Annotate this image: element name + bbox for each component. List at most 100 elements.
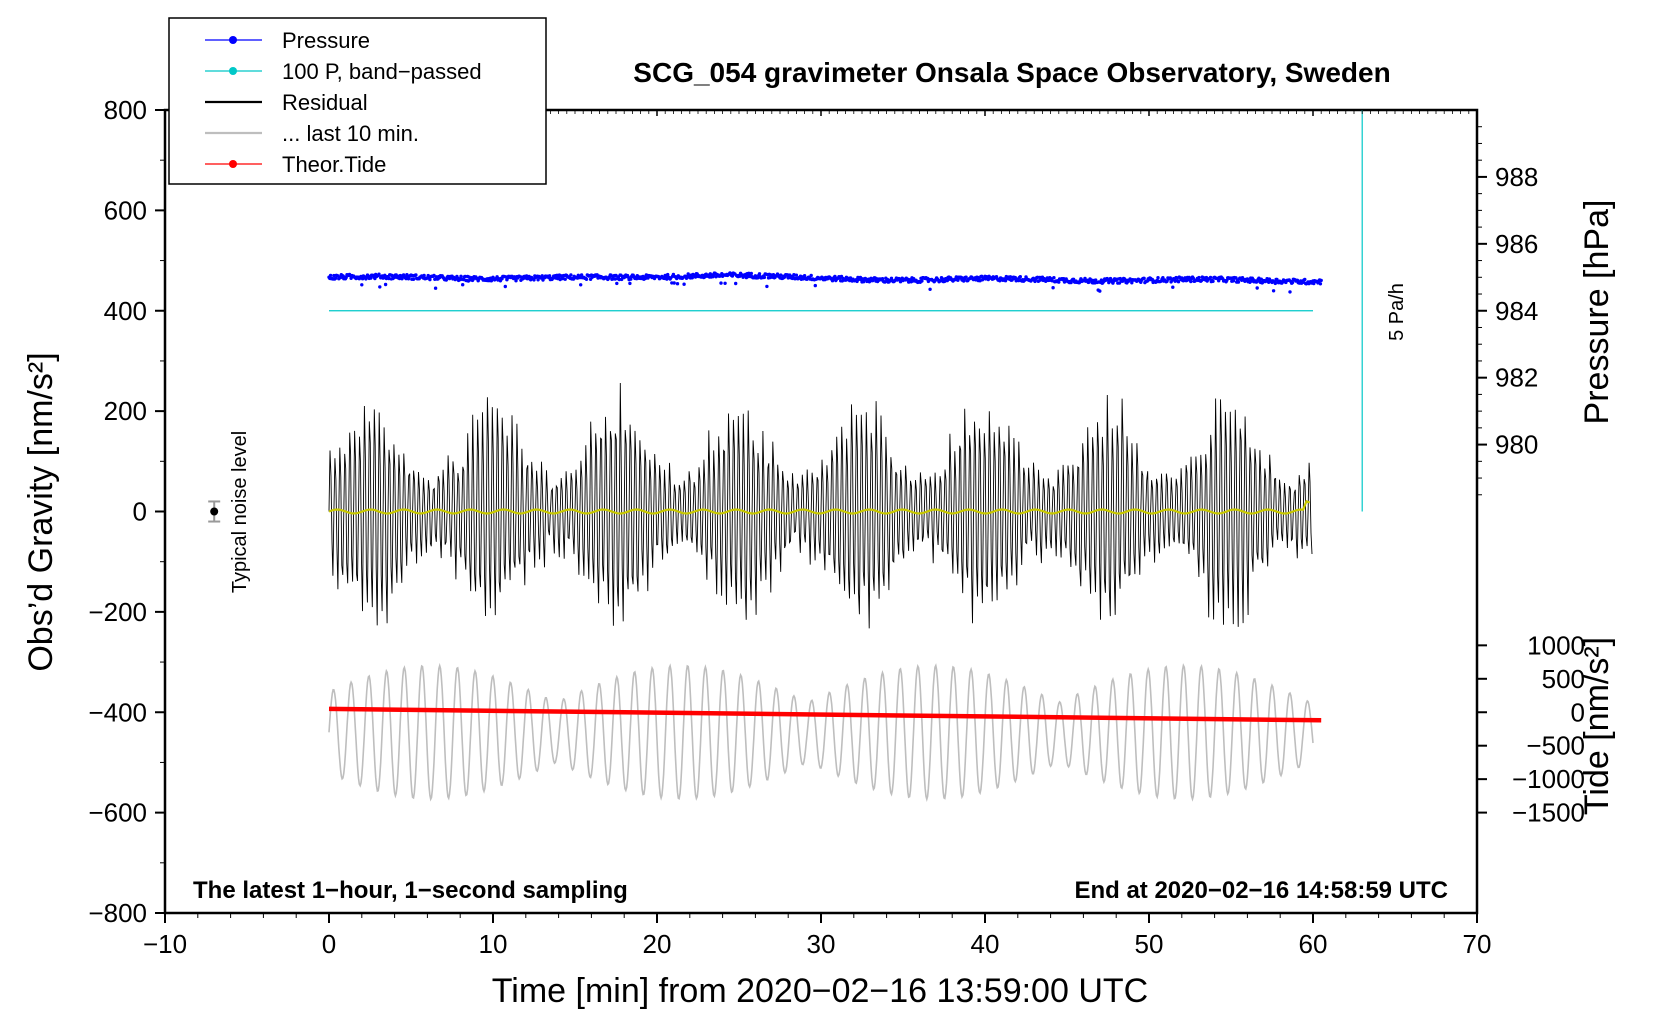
x-tick-label: 70 xyxy=(1463,929,1492,959)
pressure-point xyxy=(734,281,738,286)
pressure-point xyxy=(333,276,338,280)
pressure-point xyxy=(614,273,618,278)
pressure-point xyxy=(629,277,633,281)
pressure-point xyxy=(1057,280,1061,284)
pressure-point xyxy=(1071,277,1076,281)
pressure-point xyxy=(414,273,418,277)
pressure-point xyxy=(1211,279,1215,283)
y-tick-label: 200 xyxy=(104,396,147,426)
pressure-point xyxy=(536,278,540,282)
pressure-point xyxy=(675,276,679,281)
legend-label: Residual xyxy=(282,90,368,115)
pressure-point xyxy=(1288,290,1292,294)
footer-right: End at 2020−02−16 14:58:59 UTC xyxy=(1074,877,1448,904)
pressure-point xyxy=(802,274,807,278)
x-tick-label: −10 xyxy=(143,929,187,959)
pressure-point xyxy=(563,277,567,281)
pressure-tick-label: 980 xyxy=(1495,430,1538,460)
noise-point xyxy=(210,507,219,516)
pressure-point xyxy=(809,273,813,278)
pressure-point xyxy=(1051,286,1055,290)
y-axis-tide-title: Tide [nm/s²] xyxy=(1578,637,1616,815)
x-tick-label: 20 xyxy=(643,929,672,959)
pressure-point xyxy=(1117,281,1122,285)
noise-level-label: Typical noise level xyxy=(229,431,251,593)
pressure-point xyxy=(1156,276,1160,280)
legend-items: Pressure 100 P, band−passed Residual ... la… xyxy=(205,28,482,177)
pressure-tick-label: 986 xyxy=(1495,229,1538,259)
series-layer xyxy=(208,110,1363,803)
pressure-point xyxy=(1130,281,1134,285)
y-tick-label: 400 xyxy=(104,296,147,326)
pressure-point xyxy=(1189,279,1193,284)
x-axis: −10 0 10 20 30 40 50 60 70 xyxy=(143,110,1492,959)
pressure-point xyxy=(928,287,932,291)
pressure-point xyxy=(749,271,753,276)
rate-scale-label: 5 Pa/h xyxy=(1386,283,1408,341)
pressure-point xyxy=(1319,278,1323,283)
pressure-point xyxy=(1255,286,1259,290)
chart-title: SCG_054 gravimeter Onsala Space Observat… xyxy=(633,57,1390,88)
pressure-point xyxy=(328,273,333,278)
band-passed-line xyxy=(328,499,1311,515)
y-tick-label: 800 xyxy=(104,95,147,125)
pressure-point xyxy=(723,281,727,285)
pressure-point xyxy=(579,273,584,277)
pressure-point xyxy=(1234,276,1238,280)
pressure-point xyxy=(360,283,364,287)
x-tick-label: 10 xyxy=(479,929,508,959)
pressure-point xyxy=(1098,289,1102,293)
pressure-point xyxy=(1191,276,1196,280)
pressure-point xyxy=(615,281,619,286)
tide-tick-label: 1000 xyxy=(1527,630,1585,660)
y-axis-left-title: Obs’d Gravity [nm/s²] xyxy=(22,352,60,671)
pressure-point xyxy=(833,274,837,279)
pressure-point xyxy=(1016,278,1021,283)
pressure-point xyxy=(1231,279,1236,283)
pressure-point xyxy=(1171,285,1175,289)
legend-label: Pressure xyxy=(282,28,370,53)
y-tick-label: −600 xyxy=(88,798,147,828)
x-tick-label: 30 xyxy=(807,929,836,959)
tide-tick-label: 0 xyxy=(1571,697,1585,727)
pressure-point xyxy=(617,277,621,282)
pressure-point xyxy=(579,283,583,287)
pressure-point xyxy=(344,275,348,280)
pressure-point xyxy=(672,281,676,285)
legend-label: ... last 10 min. xyxy=(282,121,419,146)
pressure-point xyxy=(1290,280,1295,285)
pressure-point xyxy=(383,282,388,287)
pressure-point xyxy=(411,277,416,281)
y-axis-pressure: 980 982 984 986 988 xyxy=(1477,126,1538,496)
pressure-point xyxy=(670,281,674,285)
x-tick-label: 50 xyxy=(1135,929,1164,959)
pressure-point xyxy=(920,279,924,283)
pressure-point xyxy=(463,274,467,279)
tide-tick-label: −500 xyxy=(1526,731,1585,761)
x-tick-label: 0 xyxy=(322,929,336,959)
pressure-point xyxy=(813,283,817,288)
x-tick-label: 60 xyxy=(1299,929,1328,959)
y-tick-label: 600 xyxy=(104,195,147,225)
pressure-point xyxy=(628,281,632,286)
pressure-point xyxy=(428,277,432,282)
pressure-point xyxy=(578,275,582,280)
pressure-point xyxy=(377,272,381,276)
pressure-point xyxy=(682,282,686,286)
pressure-point xyxy=(459,274,463,278)
pressure-point xyxy=(433,286,438,290)
pressure-point xyxy=(1173,279,1177,283)
pressure-point xyxy=(547,274,552,278)
pressure-point xyxy=(1236,280,1241,284)
last-10-min-line xyxy=(328,662,1314,803)
pressure-point xyxy=(666,272,670,277)
pressure-tick-label: 984 xyxy=(1495,296,1538,326)
tide-tick-label: −1500 xyxy=(1512,798,1585,828)
pressure-point xyxy=(675,282,680,286)
pressure-tick-label: 982 xyxy=(1495,363,1538,393)
y-tick-label: −200 xyxy=(88,597,147,627)
pressure-point xyxy=(762,275,767,280)
pressure-point xyxy=(719,281,723,285)
